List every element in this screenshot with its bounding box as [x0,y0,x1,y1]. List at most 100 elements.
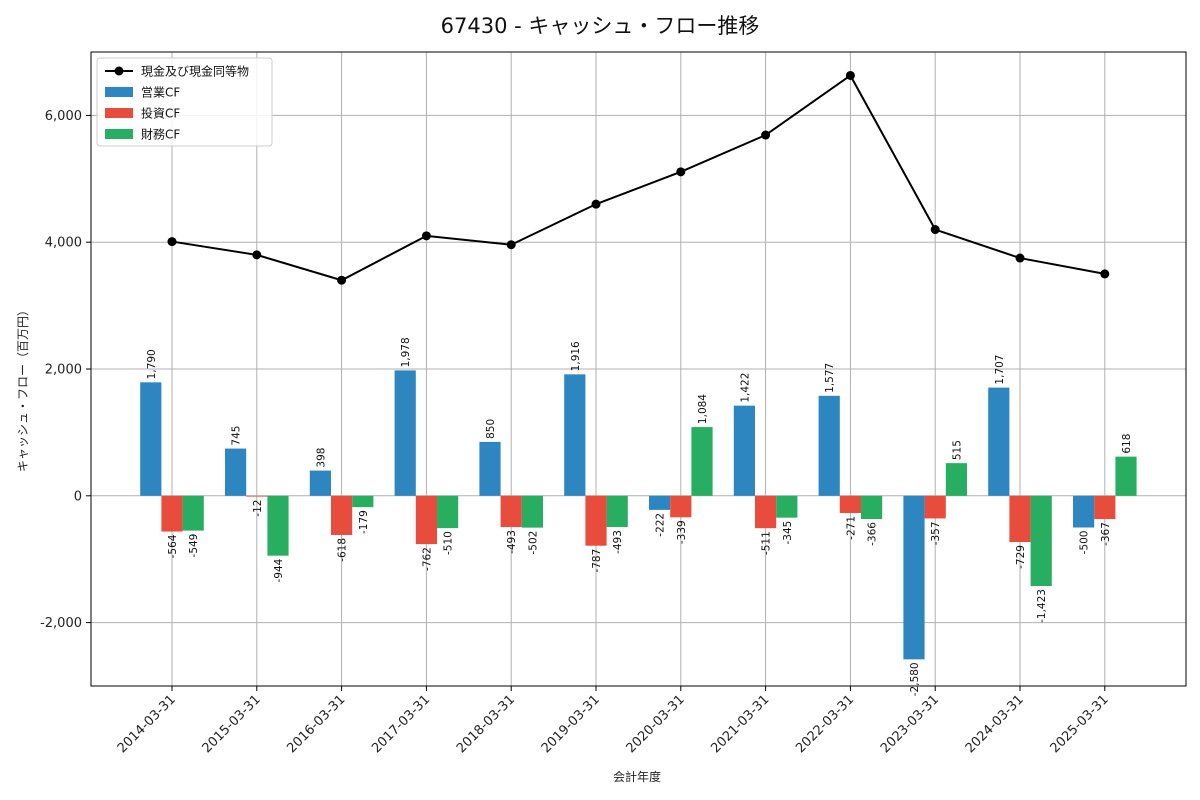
bar-value-label: 515 [951,440,963,460]
bar-営業CF-2018-03-31 [479,441,501,496]
bar-value-label: 618 [1121,434,1133,454]
bar-value-label: -179 [358,510,370,534]
bar-財務CF-2017-03-31 [437,495,459,529]
bar-投資CF-2020-03-31 [670,495,692,518]
cash-balance-point [845,70,855,80]
bar-value-label: -618 [337,538,349,562]
bar-営業CF-2015-03-31 [225,448,247,496]
cash-balance-line [171,73,1105,282]
bar-value-label: -2,580 [909,662,921,696]
legend-marker-swatch [114,66,124,76]
cash-balance-point [676,167,686,177]
bar-財務CF-2014-03-31 [182,495,204,531]
bar-財務CF-2020-03-31 [691,427,713,496]
bar-営業CF-2025-03-31 [1073,495,1095,528]
bar-value-label: -493 [612,530,624,554]
bar-value-label: -12 [252,500,264,517]
y-tick-label: -2,000 [40,616,82,631]
bar-value-label: -500 [1079,531,1091,555]
bar-value-label: -357 [930,521,942,545]
cash-balance-point [1100,269,1110,279]
bar-財務CF-2023-03-31 [945,463,967,496]
bar-営業CF-2016-03-31 [309,470,331,496]
bar-value-label: -944 [273,558,285,582]
legend-entry-label: 現金及び現金同等物 [141,64,249,79]
legend-bar-swatch [105,129,133,139]
bar-投資CF-2025-03-31 [1094,495,1116,520]
cash-balance-point [167,237,177,247]
bar-投資CF-2019-03-31 [585,495,607,546]
bar-value-label: -762 [421,547,433,571]
bar-value-label: 1,978 [400,337,412,367]
bar-value-label: -787 [591,549,603,573]
bar-value-label: -366 [867,522,879,546]
legend-entry-label: 財務CF [141,127,180,142]
bar-value-label: 398 [315,448,327,468]
bar-layer [140,370,1137,660]
bar-営業CF-2021-03-31 [733,405,755,496]
line-layer [167,70,1110,285]
bar-投資CF-2015-03-31 [246,495,268,497]
bar-value-label: 1,916 [570,341,582,371]
bar-value-label: -729 [1015,545,1027,569]
bar-投資CF-2018-03-31 [500,495,522,528]
bar-value-label: -367 [1100,522,1112,546]
bar-投資CF-2014-03-31 [161,495,183,532]
bar-投資CF-2024-03-31 [1009,495,1031,543]
cash-balance-point [506,240,516,250]
bar-value-label: -564 [167,534,179,558]
y-tick-label: 4,000 [45,236,82,251]
bar-財務CF-2021-03-31 [776,495,798,518]
cash-balance-point [252,250,262,260]
bar-value-label: 1,084 [697,394,709,424]
legend-entry-label: 営業CF [141,86,180,100]
bar-label-layer: 1,790 745 398 1,978 850 1,916 -222 1,422 1,577 -2… [146,337,1133,696]
grid-layer [91,52,1186,686]
bar-財務CF-2022-03-31 [861,495,883,520]
bar-value-label: 745 [231,426,243,446]
bar-value-label: 1,577 [824,363,836,393]
chart-title: 67430 - キャッシュ・フロー推移 [441,14,760,38]
legend-box [96,57,273,147]
bar-営業CF-2017-03-31 [394,370,416,496]
legend-bar-swatch [105,87,133,97]
bar-投資CF-2022-03-31 [839,495,861,513]
bar-営業CF-2023-03-31 [903,495,925,660]
bar-財務CF-2016-03-31 [352,495,374,508]
cash-balance-point [761,130,771,140]
bar-value-label: 1,707 [994,355,1006,385]
bar-営業CF-2014-03-31 [140,382,162,496]
bar-投資CF-2023-03-31 [924,495,946,519]
y-tick-label: 0 [74,489,82,504]
bar-value-label: 1,790 [146,349,158,379]
bar-value-label: -510 [443,531,455,555]
x-axis-title: 会計年度 [613,769,661,784]
bar-value-label: -345 [782,521,794,545]
bar-財務CF-2024-03-31 [1030,495,1052,587]
cash-balance-point [337,275,347,285]
bar-value-label: -222 [655,513,667,537]
y-tick-label: 6,000 [45,109,82,124]
bar-営業CF-2019-03-31 [564,374,586,496]
bar-value-label: -271 [845,516,857,540]
bar-value-label: 1,422 [739,373,751,403]
cash-balance-point [1015,253,1025,263]
bar-value-label: 850 [485,419,497,439]
bar-財務CF-2015-03-31 [267,495,289,556]
bar-投資CF-2017-03-31 [415,495,437,545]
cash-balance-point [421,231,431,241]
cash-balance-point [930,225,940,235]
legend-bar-swatch [105,108,133,118]
bar-営業CF-2024-03-31 [988,387,1010,496]
bar-value-label: -511 [761,531,773,555]
bar-営業CF-2022-03-31 [818,395,840,496]
y-tick-label: 2,000 [45,363,82,378]
bar-value-label: -502 [527,531,539,555]
bar-営業CF-2020-03-31 [649,495,671,510]
bar-value-label: -493 [506,530,518,554]
bar-value-label: -339 [676,520,688,544]
bar-財務CF-2018-03-31 [521,495,543,528]
